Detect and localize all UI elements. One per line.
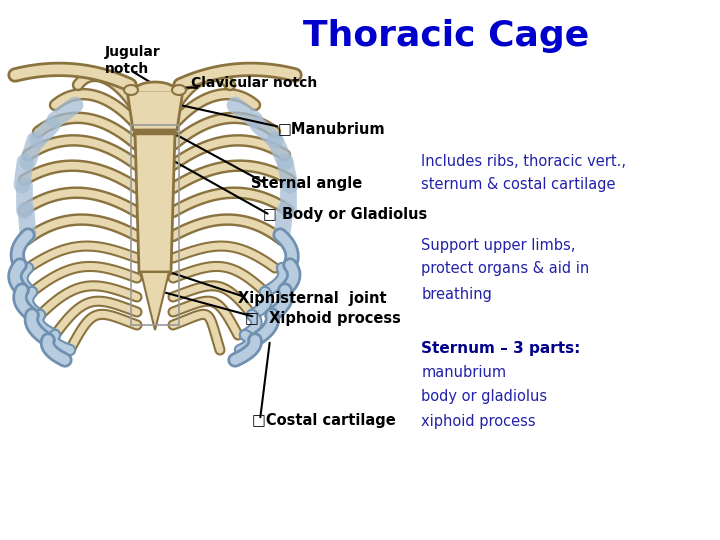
Text: manubrium: manubrium — [421, 365, 506, 380]
Ellipse shape — [124, 85, 138, 95]
Text: □ Body or Gladiolus: □ Body or Gladiolus — [263, 207, 427, 222]
Text: Support upper limbs,: Support upper limbs, — [421, 238, 575, 253]
Text: Sternum – 3 parts:: Sternum – 3 parts: — [421, 341, 580, 356]
Polygon shape — [135, 132, 175, 272]
Text: Jugular
notch: Jugular notch — [104, 45, 160, 76]
Polygon shape — [141, 272, 169, 330]
Bar — [131, 125, 179, 325]
Text: xiphoid process: xiphoid process — [421, 414, 536, 429]
Polygon shape — [127, 90, 183, 130]
Text: body or gladiolus: body or gladiolus — [421, 389, 547, 404]
Text: □Costal cartilage: □Costal cartilage — [252, 413, 396, 428]
Text: sternum & costal cartilage: sternum & costal cartilage — [421, 177, 616, 192]
Text: Thoracic Cage: Thoracic Cage — [303, 19, 590, 53]
Text: Sternal angle: Sternal angle — [251, 176, 362, 191]
Text: □  Xiphoid process: □ Xiphoid process — [245, 311, 400, 326]
Text: breathing: breathing — [421, 287, 492, 302]
Text: Xiphisternal  joint: Xiphisternal joint — [238, 291, 386, 306]
Text: protect organs & aid in: protect organs & aid in — [421, 261, 590, 276]
Text: Clavicular notch: Clavicular notch — [191, 76, 317, 90]
Text: □Manubrium: □Manubrium — [277, 121, 384, 136]
Ellipse shape — [172, 85, 186, 95]
Text: Includes ribs, thoracic vert.,: Includes ribs, thoracic vert., — [421, 154, 626, 170]
